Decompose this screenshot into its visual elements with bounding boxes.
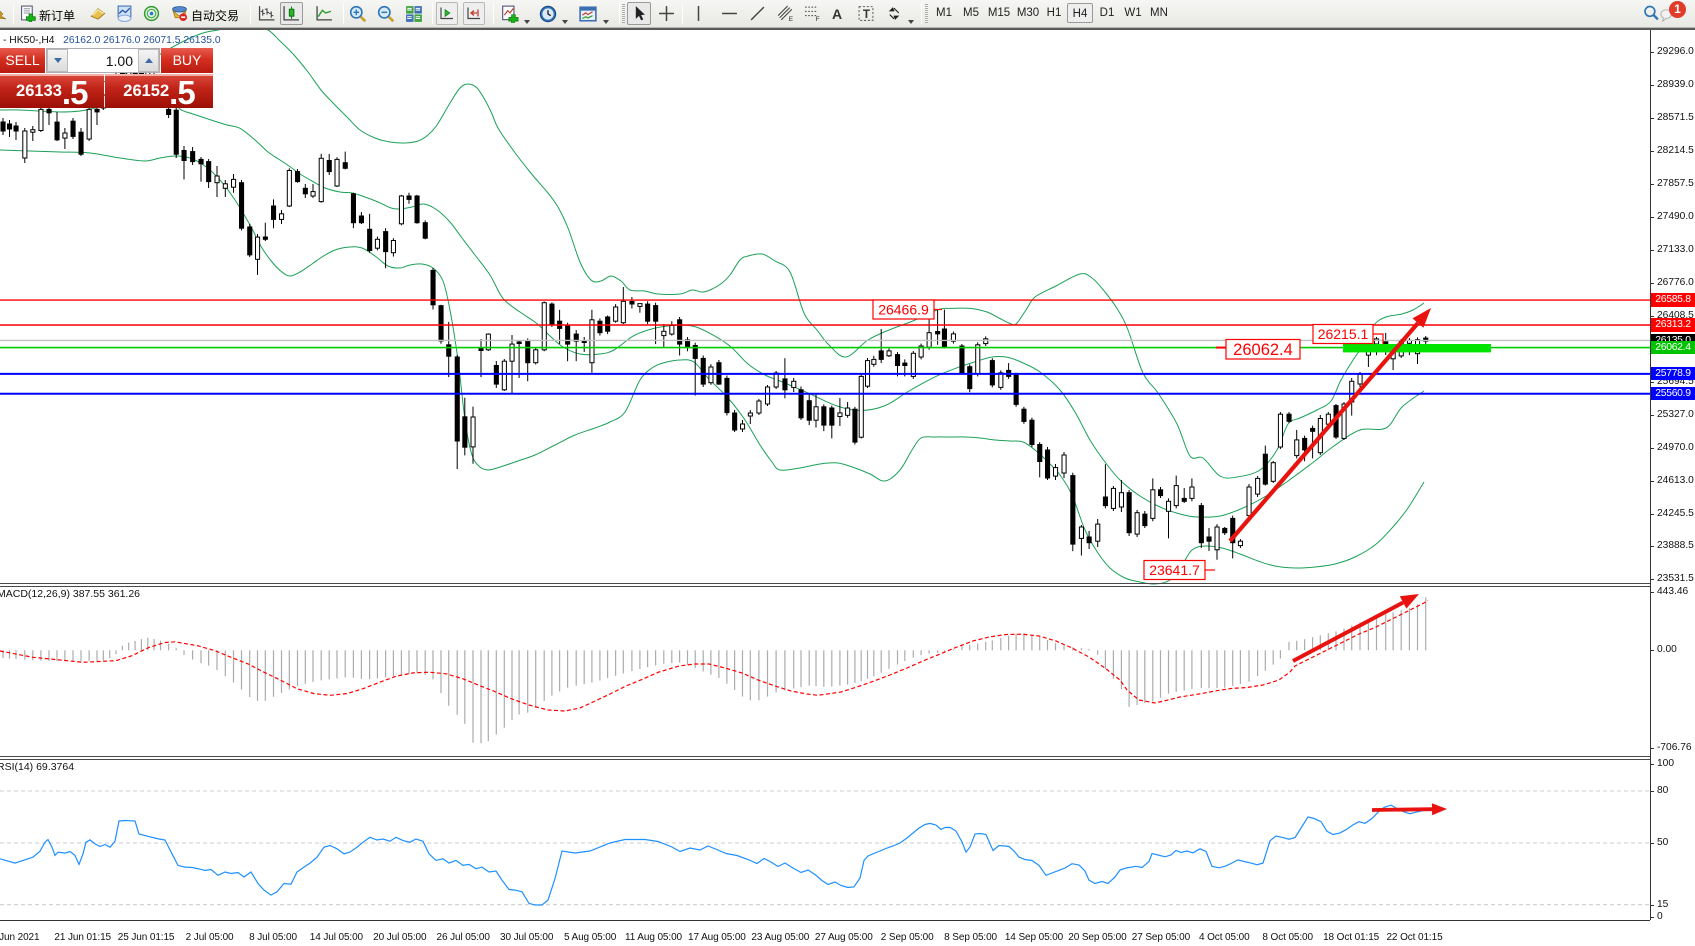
svg-text:T: T	[863, 8, 870, 21]
svg-text:26466.9: 26466.9	[878, 302, 929, 318]
svg-text:23641.7: 23641.7	[1149, 562, 1200, 578]
svg-text:E: E	[789, 16, 793, 22]
svg-text:26215.1: 26215.1	[1318, 326, 1369, 342]
svg-text:26062.4: 26062.4	[1233, 341, 1293, 359]
svg-text:F: F	[816, 16, 820, 22]
